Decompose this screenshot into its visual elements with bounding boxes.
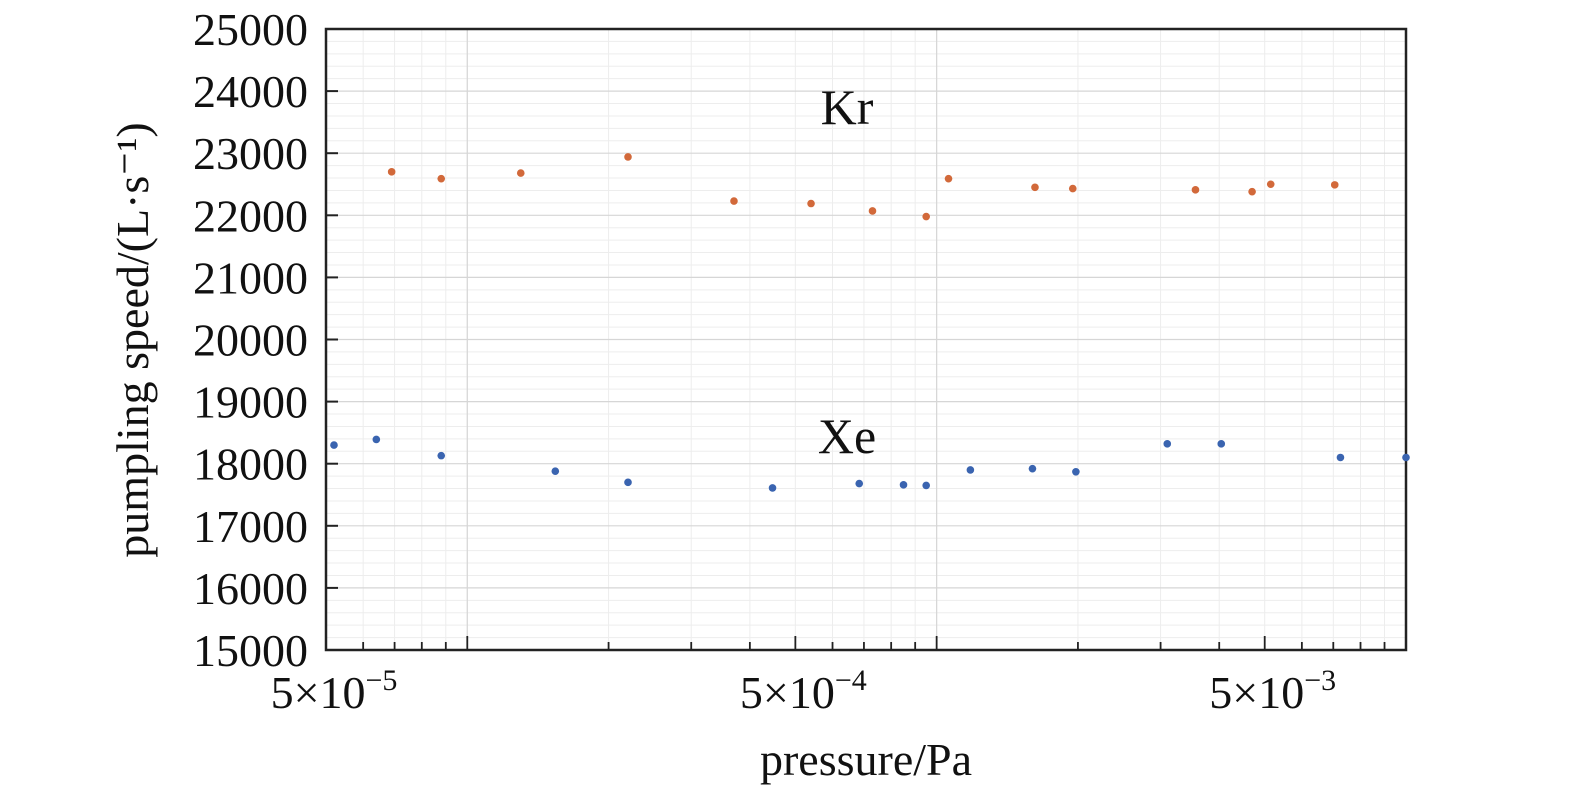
y-tick-label: 17000 [193, 501, 308, 552]
x-tick-label: 5×10−4 [740, 664, 867, 718]
series-label-xe: Xe [818, 408, 876, 464]
data-point-xe [437, 451, 446, 460]
x-axis-label: pressure/Pa [760, 734, 972, 785]
data-point-kr [516, 169, 525, 177]
y-tick-label: 23000 [193, 128, 308, 179]
data-point-kr [944, 174, 953, 183]
data-point-kr [624, 153, 632, 161]
data-point-kr [868, 207, 877, 215]
data-point-kr [1330, 181, 1339, 189]
data-point-kr [730, 197, 738, 205]
data-point-xe [1163, 440, 1172, 448]
data-point-kr [387, 168, 396, 176]
data-point-kr [922, 212, 930, 221]
data-point-xe [1217, 440, 1226, 448]
y-tick-label: 22000 [193, 190, 308, 241]
data-point-xe [551, 467, 560, 475]
x-tick-label: 5×10−5 [271, 664, 398, 718]
y-tick-label: 25000 [193, 4, 308, 55]
y-tick-label: 19000 [193, 377, 308, 428]
data-point-kr [1266, 180, 1275, 189]
y-axis-ticks: 15000 16000 17000 18000 19000 20000 21000 22000… [193, 4, 338, 676]
y-axis-label: pumpling speed/(L·s⁻¹) [107, 122, 158, 557]
data-point-xe [966, 466, 975, 474]
data-point-xe [1072, 467, 1080, 476]
data-point-xe [899, 481, 908, 489]
data-points [330, 153, 1410, 492]
major-grid [326, 29, 1406, 650]
data-point-kr [1248, 187, 1256, 196]
data-point-xe [330, 441, 338, 449]
data-point-kr [437, 174, 446, 183]
data-point-xe [1402, 453, 1410, 462]
y-tick-label: 21000 [193, 252, 308, 303]
data-point-xe [1336, 453, 1345, 462]
data-point-kr [1031, 183, 1039, 192]
y-tick-label: 20000 [193, 315, 308, 366]
x-tick-label: 5×10−3 [1209, 664, 1336, 718]
data-point-xe [855, 479, 864, 488]
series-label-kr: Kr [821, 79, 874, 135]
y-tick-label: 24000 [193, 66, 308, 117]
y-tick-label: 18000 [193, 439, 308, 490]
data-point-xe [624, 478, 632, 487]
y-tick-label: 16000 [193, 563, 308, 614]
data-point-xe [768, 484, 777, 492]
y-tick-label: 15000 [193, 625, 308, 676]
data-point-xe [1028, 464, 1037, 473]
data-point-kr [1191, 186, 1200, 194]
data-point-kr [1068, 184, 1077, 193]
data-point-xe [372, 435, 381, 444]
data-point-xe [922, 481, 930, 490]
x-axis-ticks: 5×10−5 5×10−4 5×10−3 [271, 636, 1386, 718]
data-point-kr [807, 199, 815, 208]
